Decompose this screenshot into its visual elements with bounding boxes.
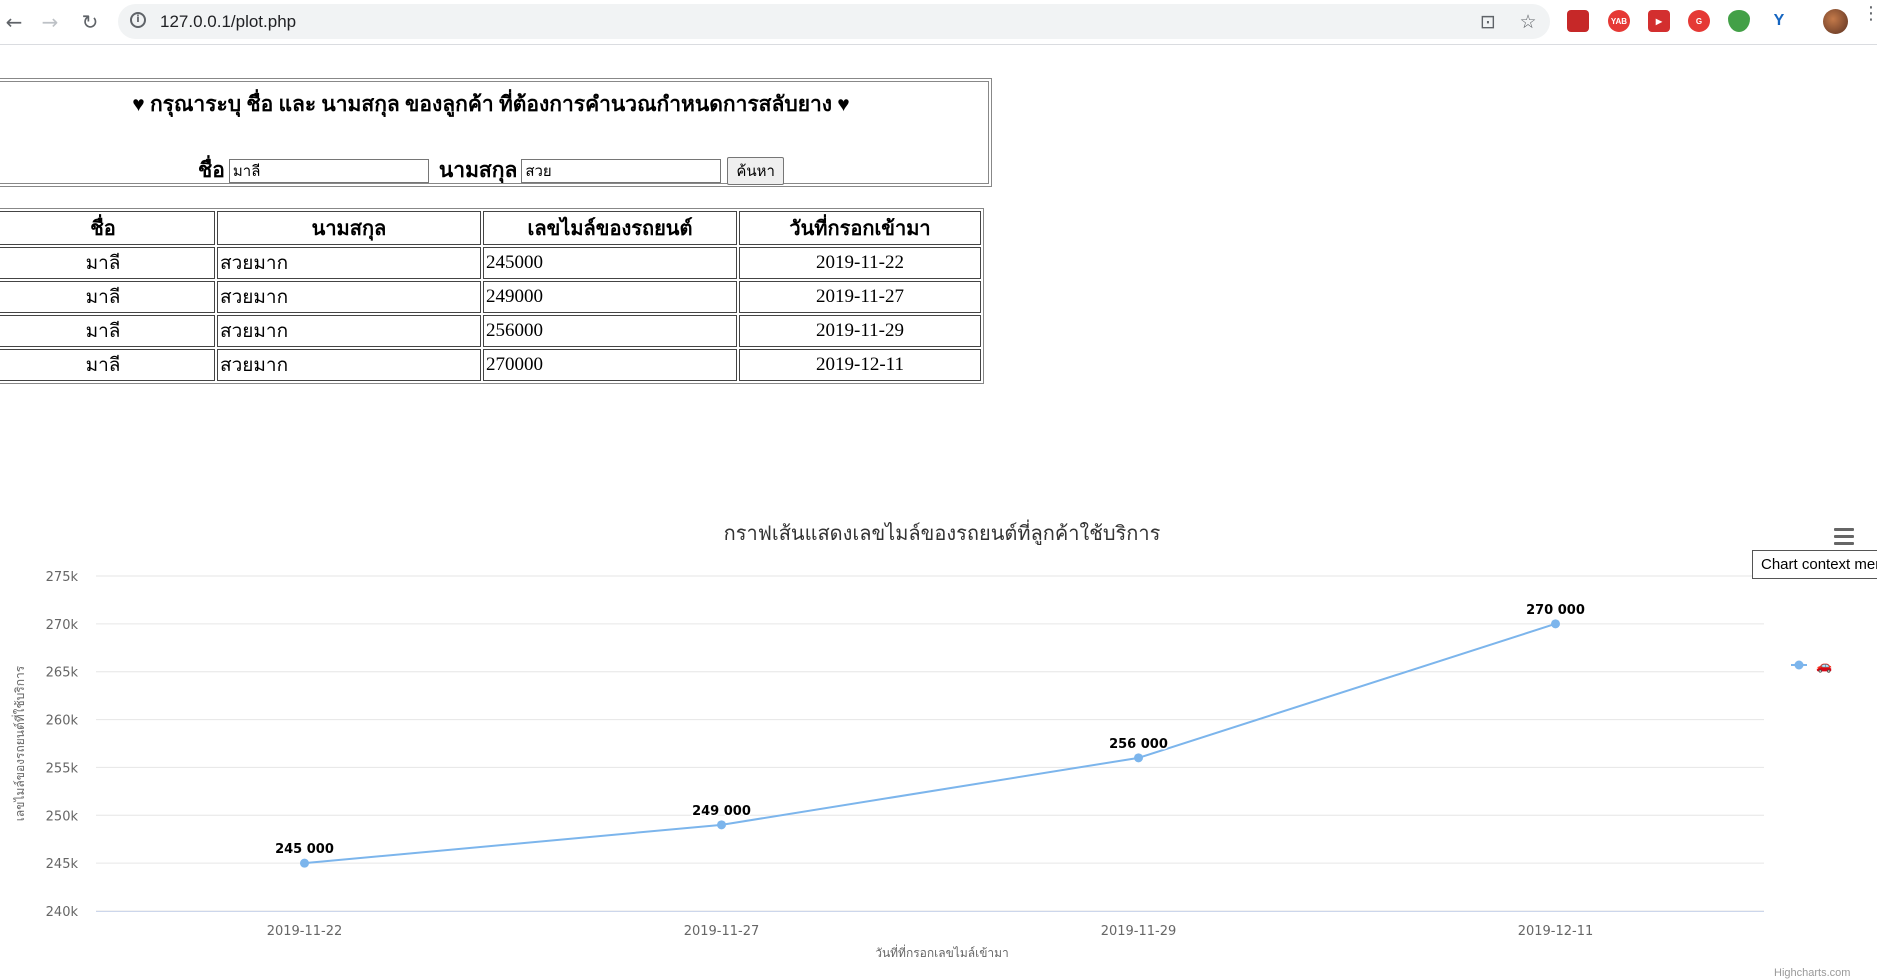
cell-mileage: 249000 bbox=[483, 281, 737, 313]
y-axis-title: เลขไมล์ของรถยนต์ที่ใช้บริการ bbox=[11, 665, 27, 821]
cell-first-name: มาลี bbox=[0, 315, 215, 347]
table-row: มาลี สวยมาก 245000 2019-11-22 bbox=[0, 247, 981, 279]
search-form-inner: ♥ กรุณาระบุ ชื่อ และ นามสกุล ของลูกค้า ท… bbox=[0, 81, 989, 187]
first-name-label: ชื่อ bbox=[198, 158, 225, 182]
reload-icon[interactable]: ↻ bbox=[81, 10, 99, 34]
table-row: มาลี สวยมาก 249000 2019-11-27 bbox=[0, 281, 981, 313]
shield-extension-icon[interactable] bbox=[1728, 10, 1750, 32]
table-header-row: ชื่อ นามสกุล เลขไมล์ของรถยนต์ วันที่กรอก… bbox=[0, 211, 981, 245]
data-point bbox=[1134, 753, 1143, 763]
series-line bbox=[304, 622, 1556, 865]
x-tick-label: 2019-11-27 bbox=[684, 924, 760, 939]
header-last-name: นามสกุล bbox=[217, 211, 481, 245]
hamburger-icon-bar bbox=[1834, 541, 1854, 545]
pdf-extension-icon[interactable] bbox=[1567, 10, 1589, 32]
y-extension-icon[interactable]: Y bbox=[1773, 12, 1785, 29]
header-first-name: ชื่อ bbox=[0, 211, 215, 245]
cell-first-name: มาลี bbox=[0, 247, 215, 279]
context-menu-tooltip: Chart context menu bbox=[1752, 550, 1877, 579]
cell-mileage: 270000 bbox=[483, 349, 737, 381]
cell-last-name: สวยมาก bbox=[217, 349, 481, 381]
cell-date: 2019-11-29 bbox=[739, 315, 981, 347]
data-label: 249 000 bbox=[692, 804, 751, 819]
cell-mileage: 256000 bbox=[483, 315, 737, 347]
cell-first-name: มาลี bbox=[0, 349, 215, 381]
cell-mileage: 245000 bbox=[483, 247, 737, 279]
y-tick-label: 260k bbox=[46, 714, 79, 729]
cell-date: 2019-12-11 bbox=[739, 349, 981, 381]
search-row: ชื่อ นามสกุล ค้นหา bbox=[0, 154, 988, 187]
grammar-extension-icon[interactable]: G bbox=[1688, 10, 1710, 32]
legend-marker bbox=[1794, 660, 1804, 670]
media-extension-icon[interactable]: ▶ bbox=[1648, 10, 1670, 32]
y-tick-label: 250k bbox=[46, 809, 79, 824]
highcharts-credits-link[interactable]: Highcharts.com bbox=[1774, 967, 1851, 979]
data-point bbox=[717, 820, 726, 830]
data-label: 245 000 bbox=[275, 842, 334, 857]
forward-icon[interactable]: → bbox=[41, 10, 59, 34]
y-tick-label: 265k bbox=[46, 666, 79, 681]
y-tick-label: 245k bbox=[46, 857, 79, 872]
bookmark-star-icon[interactable]: ☆ bbox=[1519, 11, 1537, 33]
table-row: มาลี สวยมาก 270000 2019-12-11 bbox=[0, 349, 981, 381]
hamburger-icon-bar bbox=[1834, 527, 1854, 531]
data-point bbox=[300, 858, 309, 868]
first-name-input[interactable] bbox=[228, 158, 429, 183]
mileage-table: ชื่อ นามสกุล เลขไมล์ของรถยนต์ วันที่กรอก… bbox=[0, 208, 984, 384]
cell-last-name: สวยมาก bbox=[217, 315, 481, 347]
data-label: 270 000 bbox=[1526, 603, 1585, 618]
search-button[interactable]: ค้นหา bbox=[727, 156, 784, 185]
cell-date: 2019-11-27 bbox=[739, 281, 981, 313]
menu-kebab-icon[interactable]: ⋮ bbox=[1862, 3, 1877, 24]
hamburger-icon-bar bbox=[1834, 534, 1854, 538]
data-point bbox=[1551, 619, 1560, 629]
header-date: วันที่กรอกเข้ามา bbox=[739, 211, 981, 245]
cell-last-name: สวยมาก bbox=[217, 247, 481, 279]
form-title: ♥ กรุณาระบุ ชื่อ และ นามสกุล ของลูกค้า ท… bbox=[132, 92, 850, 116]
x-tick-label: 2019-12-11 bbox=[1518, 924, 1594, 939]
profile-avatar[interactable] bbox=[1823, 9, 1848, 34]
url-text[interactable]: 127.0.0.1/plot.php bbox=[160, 12, 297, 31]
y-tick-label: 275k bbox=[46, 570, 79, 585]
chart-title: กราฟเส้นแสดงเลขไมล์ของรถยนต์ที่ลูกค้าใช้… bbox=[724, 519, 1161, 546]
site-info-icon[interactable]: i bbox=[130, 12, 146, 28]
mileage-line-chart: กราฟเส้นแสดงเลขไมล์ของรถยนต์ที่ลูกค้าใช้… bbox=[11, 519, 1832, 960]
cell-last-name: สวยมาก bbox=[217, 281, 481, 313]
last-name-label: นามสกุล bbox=[438, 158, 518, 182]
legend-item-label: 🚗 bbox=[1816, 659, 1832, 674]
cell-first-name: มาลี bbox=[0, 281, 215, 313]
data-label: 256 000 bbox=[1109, 737, 1168, 752]
cell-date: 2019-11-22 bbox=[739, 247, 981, 279]
yab-extension-icon[interactable]: YAB bbox=[1608, 10, 1630, 32]
x-axis-title: วันที่ที่กรอกเลขไมล์เข้ามา bbox=[875, 944, 1009, 960]
back-icon[interactable]: ← bbox=[5, 10, 23, 34]
y-tick-label: 255k bbox=[46, 761, 79, 776]
last-name-input[interactable] bbox=[521, 158, 722, 183]
translate-icon[interactable]: ⊡ bbox=[1480, 11, 1496, 33]
x-tick-label: 2019-11-29 bbox=[1101, 924, 1177, 939]
header-mileage: เลขไมล์ของรถยนต์ bbox=[483, 211, 737, 245]
table-row: มาลี สวยมาก 256000 2019-11-29 bbox=[0, 315, 981, 347]
search-form: ♥ กรุณาระบุ ชื่อ และ นามสกุล ของลูกค้า ท… bbox=[0, 78, 992, 187]
browser-toolbar: ← → ↻ i 127.0.0.1/plot.php ⊡ ☆ YAB ▶ G Y ⋮ bbox=[0, 0, 1877, 45]
y-tick-label: 270k bbox=[46, 618, 79, 633]
chart-context-menu-button[interactable] bbox=[1828, 522, 1860, 550]
x-tick-label: 2019-11-22 bbox=[267, 924, 343, 939]
address-bar[interactable]: i 127.0.0.1/plot.php ⊡ ☆ bbox=[118, 4, 1550, 39]
y-tick-label: 240k bbox=[46, 905, 79, 920]
